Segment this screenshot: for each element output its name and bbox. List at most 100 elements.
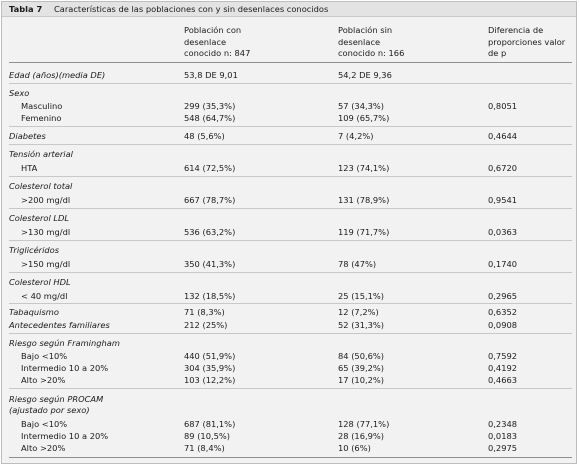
- row-label: (ajustado por sexo): [9, 405, 90, 415]
- row-label: HTA: [21, 163, 38, 173]
- table-row: HTA 614 (72,5%) 123 (74,1%) 0,6720: [2, 163, 576, 173]
- value-without-outcome: 54,2 DE 9,36: [338, 70, 392, 80]
- value-with-outcome: 304 (35,9%): [184, 363, 236, 373]
- row-label: Intermedio 10 a 20%: [21, 431, 109, 441]
- p-value: 0,4663: [488, 375, 518, 385]
- row-label: Antecedentes familiares: [9, 320, 110, 330]
- p-value: 0,0363: [488, 227, 518, 237]
- table-row: >130 mg/dl 536 (63,2%) 119 (71,7%) 0,0363: [2, 227, 576, 237]
- table-title: Características de las poblaciones con y…: [54, 4, 329, 14]
- table-row: Bajo <10% 440 (51,9%) 84 (50,6%) 0,7592: [2, 351, 576, 361]
- row-label: Edad (años)(media DE): [9, 70, 106, 80]
- value-with-outcome: 132 (18,5%): [184, 291, 236, 301]
- value-without-outcome: 7 (4,2%): [338, 131, 374, 141]
- table-row: Intermedio 10 a 20% 304 (35,9%) 65 (39,2%)…: [2, 363, 576, 373]
- p-value: 0,2975: [488, 443, 518, 453]
- row-label: Alto >20%: [21, 443, 66, 453]
- p-value: 0,9541: [488, 195, 518, 205]
- table-row: Colesterol LDL: [2, 213, 576, 223]
- value-with-outcome: 53,8 DE 9,01: [184, 70, 238, 80]
- row-label: Femenino: [21, 113, 62, 123]
- value-with-outcome: 103 (12,2%): [184, 375, 236, 385]
- row-label: Bajo <10%: [21, 351, 68, 361]
- value-with-outcome: 548 (64,7%): [184, 113, 236, 123]
- value-with-outcome: 687 (81,1%): [184, 419, 236, 429]
- header-rule: [9, 62, 572, 63]
- table-row: Colesterol total: [2, 181, 576, 191]
- value-with-outcome: 440 (51,9%): [184, 351, 236, 361]
- value-without-outcome: 17 (10,2%): [338, 375, 385, 385]
- value-without-outcome: 10 (6%): [338, 443, 371, 453]
- value-without-outcome: 131 (78,9%): [338, 195, 390, 205]
- value-with-outcome: 71 (8,3%): [184, 307, 225, 317]
- value-with-outcome: 48 (5,6%): [184, 131, 225, 141]
- row-label: Riesgo según Framingham: [9, 338, 120, 348]
- row-label: >200 mg/dl: [21, 195, 71, 205]
- value-without-outcome: 52 (31,3%): [338, 320, 385, 330]
- row-separator: [9, 83, 572, 84]
- row-label: Colesterol total: [9, 181, 73, 191]
- p-value: 0,2348: [488, 419, 518, 429]
- table-row: >200 mg/dl 667 (78,7%) 131 (78,9%) 0,9541: [2, 195, 576, 205]
- table-row: Colesterol HDL: [2, 277, 576, 287]
- value-with-outcome: 212 (25%): [184, 320, 228, 330]
- row-label: Masculino: [21, 101, 63, 111]
- row-separator: [9, 388, 572, 389]
- value-with-outcome: 71 (8,4%): [184, 443, 225, 453]
- row-label: Diabetes: [9, 131, 46, 141]
- header-population-with-outcome: Población con desenlace conocido n: 847: [184, 25, 251, 58]
- value-with-outcome: 89 (10,5%): [184, 431, 231, 441]
- p-value: 0,0908: [488, 320, 518, 330]
- value-without-outcome: 12 (7,2%): [338, 307, 379, 317]
- p-value: 0,6352: [488, 307, 518, 317]
- table-number: Tabla 7: [9, 4, 43, 14]
- row-label: >130 mg/dl: [21, 227, 71, 237]
- table-row: Riesgo según Framingham: [2, 338, 576, 348]
- row-separator: [9, 144, 572, 145]
- table-row: Masculino 299 (35,3%) 57 (34,3%) 0,8051: [2, 101, 576, 111]
- row-label: Triglicéridos: [9, 245, 60, 255]
- table-row: (ajustado por sexo): [2, 405, 576, 415]
- row-label: Riesgo según PROCAM: [9, 394, 104, 404]
- table-row: Intermedio 10 a 20% 89 (10,5%) 28 (16,9%) 0…: [2, 431, 576, 441]
- table-row: Sexo: [2, 88, 576, 98]
- table-row: Alto >20% 71 (8,4%) 10 (6%) 0,2975: [2, 443, 576, 453]
- value-with-outcome: 299 (35,3%): [184, 101, 236, 111]
- row-separator: [9, 303, 572, 304]
- row-separator: [9, 240, 572, 241]
- table-row: Edad (años)(media DE) 53,8 DE 9,01 54,2 DE…: [2, 70, 576, 80]
- row-label: >150 mg/dl: [21, 259, 71, 269]
- table-row: Antecedentes familiares 212 (25%) 52 (31,3…: [2, 320, 576, 330]
- p-value: 0,0183: [488, 431, 518, 441]
- value-with-outcome: 536 (63,2%): [184, 227, 236, 237]
- table-row: Riesgo según PROCAM: [2, 394, 576, 404]
- table-row: Bajo <10% 687 (81,1%) 128 (77,1%) 0,2348: [2, 419, 576, 429]
- table-row: Triglicéridos: [2, 245, 576, 255]
- header-population-without-outcome: Población sin desenlace conocido n: 166: [338, 25, 405, 58]
- table-row: Tensión arterial: [2, 149, 576, 159]
- table-row: < 40 mg/dl 132 (18,5%) 25 (15,1%) 0,2965: [2, 291, 576, 301]
- table-bottom-rule: [9, 457, 572, 458]
- value-without-outcome: 25 (15,1%): [338, 291, 385, 301]
- table-row: Alto >20% 103 (12,2%) 17 (10,2%) 0,4663: [2, 375, 576, 385]
- row-label: Tabaquismo: [9, 307, 59, 317]
- value-without-outcome: 128 (77,1%): [338, 419, 390, 429]
- table-row: >150 mg/dl 350 (41,3%) 78 (47%) 0,1740: [2, 259, 576, 269]
- table-row: Femenino 548 (64,7%) 109 (65,7%): [2, 113, 576, 123]
- p-value: 0,2965: [488, 291, 518, 301]
- row-separator: [9, 208, 572, 209]
- row-label: Intermedio 10 a 20%: [21, 363, 109, 373]
- row-separator: [9, 333, 572, 334]
- row-label: Alto >20%: [21, 375, 66, 385]
- value-without-outcome: 28 (16,9%): [338, 431, 385, 441]
- row-label: Bajo <10%: [21, 419, 68, 429]
- row-separator: [9, 272, 572, 273]
- p-value: 0,8051: [488, 101, 518, 111]
- row-separator: [9, 126, 572, 127]
- row-separator: [9, 176, 572, 177]
- p-value: 0,6720: [488, 163, 518, 173]
- value-without-outcome: 84 (50,6%): [338, 351, 385, 361]
- p-value: 0,4192: [488, 363, 518, 373]
- value-without-outcome: 119 (71,7%): [338, 227, 390, 237]
- value-without-outcome: 57 (34,3%): [338, 101, 385, 111]
